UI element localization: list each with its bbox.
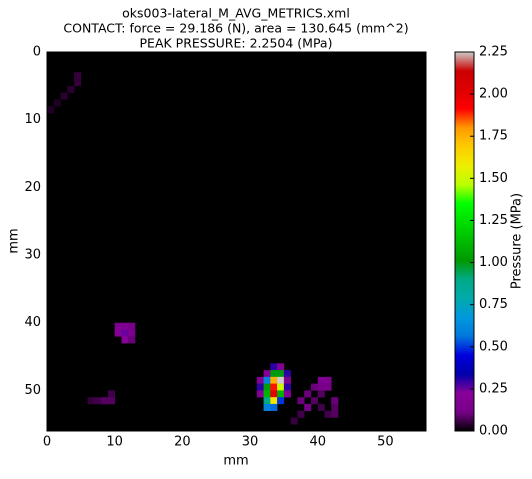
y-tick-label: 20 (24, 180, 41, 195)
x-tick-label: 40 (309, 435, 326, 450)
colorbar (454, 51, 475, 432)
y-tick-label: 10 (24, 112, 41, 127)
heatmap-cell (256, 390, 264, 398)
heatmap-cell (277, 363, 285, 371)
heatmap-cell (263, 397, 271, 405)
heatmap-cell (304, 403, 312, 411)
heatmap-background (47, 52, 426, 431)
heatmap-cell (283, 390, 291, 398)
heatmap-cell (317, 376, 325, 384)
heatmap-cell (270, 376, 278, 384)
heatmap-cell (107, 390, 115, 398)
heatmap-cell (290, 417, 298, 425)
x-label: mm (223, 454, 248, 469)
y-tick-label: 0 (33, 45, 41, 60)
heatmap-cell (101, 397, 109, 405)
heatmap-cell (256, 376, 264, 384)
heatmap-cell (121, 336, 129, 344)
heatmap-cell (277, 397, 285, 405)
y-tick-label: 40 (24, 315, 41, 330)
heatmap-cell (67, 85, 75, 93)
x-tick-label: 30 (242, 435, 259, 450)
colorbar-tick-label: 0.00 (479, 424, 508, 439)
x-tick-label: 10 (106, 435, 123, 450)
heatmap-cell (324, 376, 332, 384)
heatmap-cell (263, 383, 271, 391)
heatmap-cell (74, 72, 82, 80)
heatmap-cell (60, 92, 68, 100)
heatmap-cell (304, 390, 312, 398)
heatmap-cell (263, 390, 271, 398)
heatmap-cell (263, 370, 271, 378)
heatmap-cell (283, 370, 291, 378)
colorbar-tick-label: 0.25 (479, 381, 508, 396)
heatmap-cell (324, 410, 332, 418)
title-line: PEAK PRESSURE: 2.2504 (MPa) (140, 36, 333, 51)
heatmap-cell (270, 363, 278, 371)
heatmap-cell (270, 397, 278, 405)
heatmap-cell (317, 390, 325, 398)
heatmap-cell (53, 99, 61, 107)
heatmap-cell (121, 329, 129, 337)
heatmap-cell (331, 403, 339, 411)
y-tick-label: 50 (24, 383, 41, 398)
heatmap-cell (263, 403, 271, 411)
colorbar-tick-label: 0.75 (479, 297, 508, 312)
heatmap-cell (121, 322, 129, 330)
x-tick-label: 50 (377, 435, 394, 450)
colorbar-label: Pressure (MPa) (510, 193, 525, 289)
heatmap-cell (297, 410, 305, 418)
heatmap-cell (256, 383, 264, 391)
heatmap-cell (87, 397, 95, 405)
heatmap-cell (317, 403, 325, 411)
heatmap-cell (107, 397, 115, 405)
heatmap-cell (317, 383, 325, 391)
plot-frame (46, 51, 427, 432)
colorbar-tick-label: 1.50 (479, 171, 508, 186)
heatmap-cell (331, 410, 339, 418)
heatmap-cell (74, 79, 82, 87)
heatmap-cell (283, 383, 291, 391)
heatmap-cell (277, 376, 285, 384)
heatmap-cell (277, 370, 285, 378)
heatmap-cell (114, 329, 122, 337)
colorbar-tick-label: 1.25 (479, 213, 508, 228)
x-tick-label: 0 (43, 435, 51, 450)
heatmap-cell (277, 383, 285, 391)
colorbar-tick-label: 2.00 (479, 87, 508, 102)
heatmap-cell (283, 376, 291, 384)
heatmap-cell (270, 390, 278, 398)
heatmap-cell (324, 383, 332, 391)
y-tick-label: 30 (24, 248, 41, 263)
heatmap-cell (114, 322, 122, 330)
heatmap-cell (47, 106, 55, 114)
heatmap-cell (297, 397, 305, 405)
heatmap-cell (128, 329, 136, 337)
heatmap-cell (331, 397, 339, 405)
x-tick-label: 20 (174, 435, 191, 450)
colorbar-tick-label: 1.00 (479, 255, 508, 270)
colorbar-tick-label: 2.25 (479, 45, 508, 60)
heatmap-cell (263, 376, 271, 384)
heatmap-cell (270, 403, 278, 411)
heatmap-cell (128, 336, 136, 344)
title-line: oks003-lateral_M_AVG_METRICS.xml (122, 6, 350, 21)
heatmap-cell (128, 322, 136, 330)
title-line: CONTACT: force = 29.186 (N), area = 130.… (63, 21, 408, 36)
y-label: mm (7, 228, 22, 253)
heatmap-cell (94, 397, 102, 405)
heatmap-cell (270, 370, 278, 378)
heatmap-cell (310, 397, 319, 405)
heatmap-cell (277, 390, 285, 398)
colorbar-tick-label: 1.75 (479, 129, 508, 144)
heatmap-cell (270, 383, 278, 391)
heatmap-cell (310, 383, 319, 391)
colorbar-tick-label: 0.50 (479, 339, 508, 354)
